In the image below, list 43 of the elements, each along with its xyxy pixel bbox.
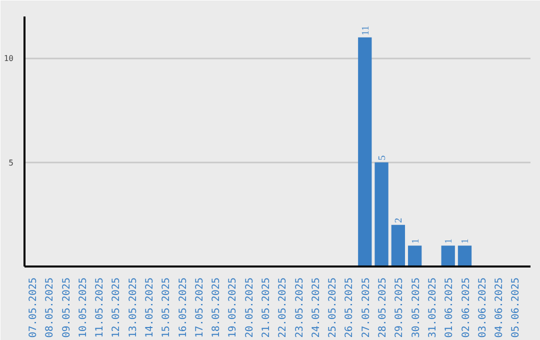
x-tick-label: 20.05.2025 bbox=[244, 277, 256, 338]
x-tick-label: 24.05.2025 bbox=[310, 277, 322, 338]
bar bbox=[441, 246, 455, 266]
x-tick-label: 10.05.2025 bbox=[78, 277, 89, 338]
x-tick-label: 14.05.2025 bbox=[144, 277, 156, 338]
x-tick-label: 23.05.2025 bbox=[294, 277, 306, 338]
x-tick-label: 09.05.2025 bbox=[61, 277, 72, 338]
bar bbox=[374, 162, 388, 266]
x-tick-label: 15.05.2025 bbox=[161, 277, 172, 338]
x-tick-label: 01.06.2025 bbox=[444, 277, 456, 338]
data-label: 11 bbox=[360, 26, 372, 36]
bar bbox=[408, 246, 422, 266]
x-tick-label: 13.05.2025 bbox=[128, 277, 139, 338]
x-tick-label: 08.05.2025 bbox=[44, 277, 56, 338]
x-tick-label: 03.06.2025 bbox=[477, 277, 488, 338]
x-tick-label: 05.06.2025 bbox=[510, 277, 522, 338]
bar bbox=[458, 246, 472, 266]
x-tick-label: 26.05.2025 bbox=[344, 277, 356, 338]
x-tick-label: 17.05.2025 bbox=[194, 277, 206, 338]
bar bbox=[358, 37, 372, 266]
bar bbox=[391, 224, 405, 266]
x-tick-label: 07.05.2025 bbox=[28, 277, 39, 338]
data-label: 5 bbox=[377, 155, 388, 160]
x-tick-label: 12.05.2025 bbox=[111, 277, 122, 338]
x-tick-label: 30.05.2025 bbox=[410, 277, 422, 338]
x-tick-label: 11.05.2025 bbox=[94, 277, 106, 338]
x-tick-label: 04.06.2025 bbox=[494, 277, 506, 338]
data-label: 1 bbox=[410, 238, 422, 244]
data-label: 1 bbox=[460, 238, 472, 244]
x-tick-label: 25.05.2025 bbox=[328, 277, 339, 338]
x-tick-label: 19.05.2025 bbox=[228, 277, 239, 338]
x-tick-label: 29.05.2025 bbox=[394, 277, 406, 338]
x-tick-label: 21.05.2025 bbox=[261, 277, 272, 338]
x-tick-label: 16.05.2025 bbox=[178, 277, 189, 338]
x-tick-label: 31.05.2025 bbox=[427, 277, 438, 338]
data-label: 2 bbox=[394, 218, 405, 223]
x-tick-label: 27.05.2025 bbox=[360, 277, 372, 338]
data-label: 1 bbox=[444, 238, 455, 244]
x-tick-label: 02.06.2025 bbox=[460, 277, 472, 338]
x-tick-label: 18.05.2025 bbox=[211, 277, 222, 338]
x-tick-label: 28.05.2025 bbox=[378, 277, 389, 338]
x-tick-label: 22.05.2025 bbox=[278, 277, 289, 338]
y-tick-label: 10 bbox=[4, 54, 14, 64]
